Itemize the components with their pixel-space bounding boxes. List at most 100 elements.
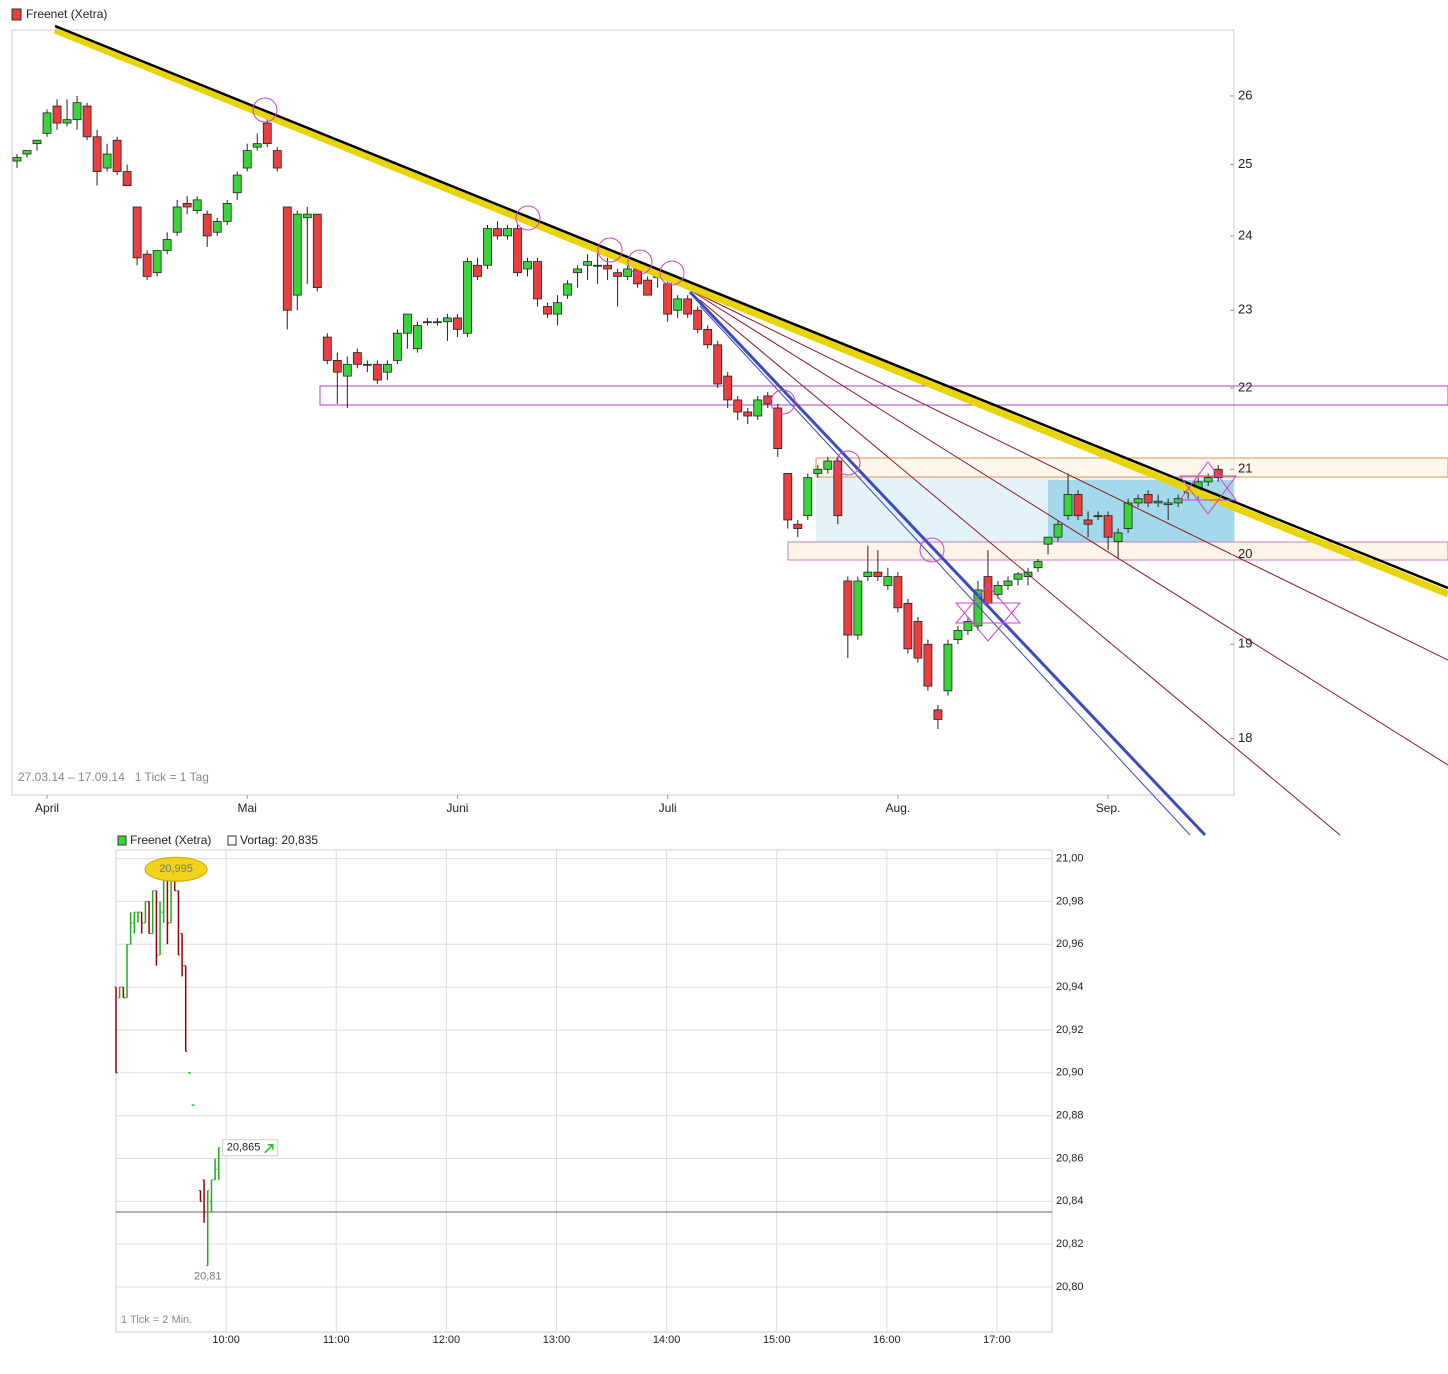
x-tick-label: 15:00	[763, 1334, 791, 1346]
candle-body	[743, 411, 753, 417]
candle-body	[382, 363, 392, 373]
candle-body	[342, 363, 352, 377]
trend-line	[679, 284, 1448, 661]
candle-body	[1113, 532, 1123, 542]
candle-body	[863, 571, 873, 577]
y-tick-label: 19	[1238, 636, 1252, 651]
x-tick-label: Juni	[446, 801, 468, 815]
candle-body	[973, 589, 983, 627]
bars	[114, 850, 1052, 1332]
candle-body	[643, 279, 653, 296]
x-tick-label: 12:00	[433, 1334, 461, 1346]
y-tick-label: 20,80	[1056, 1281, 1084, 1293]
x-tick-label: 10:00	[212, 1334, 240, 1346]
last-box	[222, 1139, 279, 1157]
y-tick-label: 21,00	[1056, 852, 1084, 864]
candle-body	[483, 228, 492, 266]
candle-body	[362, 363, 372, 366]
candle-body	[1213, 468, 1223, 479]
candle-body	[52, 105, 62, 124]
candle-body	[1003, 580, 1013, 586]
candle-body	[933, 709, 943, 720]
candle-body	[252, 143, 262, 148]
x-tick-label: Aug.	[886, 801, 911, 815]
candle-body	[813, 468, 823, 474]
candle-body	[1063, 494, 1073, 517]
candle-body	[142, 253, 152, 277]
candle-body	[1163, 502, 1173, 506]
marker-circle	[515, 205, 541, 231]
candle-body	[693, 309, 703, 330]
candle-body	[172, 206, 182, 233]
y-tick-label: 18	[1238, 730, 1252, 745]
candle-body	[132, 206, 142, 259]
candle-body	[513, 228, 522, 274]
candle-body	[332, 359, 342, 373]
candle-body	[182, 203, 192, 208]
candle-body	[1173, 498, 1183, 504]
prev-close-label: Vortag: 20,835	[240, 833, 318, 847]
candle-body	[493, 228, 502, 237]
x-tick-label: 13:00	[543, 1334, 571, 1346]
candle-body	[733, 399, 743, 413]
candle-body	[1043, 536, 1053, 545]
x-tick-label: 16:00	[873, 1334, 901, 1346]
y-tick-label: 20,84	[1056, 1195, 1084, 1207]
candle-body	[122, 171, 132, 187]
x-tick-label: 11:00	[323, 1334, 350, 1346]
candle-body	[272, 150, 282, 169]
candle-body	[623, 268, 633, 277]
candle-body	[723, 375, 733, 401]
candle-body	[843, 580, 853, 636]
plot-frame	[115, 849, 1053, 1333]
candle-body	[1053, 523, 1063, 538]
y-tick-label: 24	[1238, 227, 1252, 242]
marker-star	[1179, 461, 1237, 501]
candle-body	[232, 174, 242, 194]
marker-circle	[627, 249, 653, 275]
legend-swatch	[117, 835, 127, 846]
candle-body	[1073, 494, 1083, 517]
candle-body	[553, 302, 562, 315]
y-tick-label: 21	[1238, 461, 1252, 476]
candle-body	[683, 298, 693, 315]
drawing-layer	[53, 24, 1448, 837]
candle-body	[893, 576, 903, 609]
candle-body	[543, 306, 552, 315]
candle-body	[1153, 500, 1163, 504]
y-tick-label: 20,98	[1056, 895, 1084, 907]
y-tick-label: 20,86	[1056, 1152, 1084, 1164]
background-layer	[11, 29, 1448, 796]
candle-body	[913, 620, 923, 659]
candle-body	[453, 317, 462, 330]
candle-body	[102, 153, 112, 169]
candle-body	[563, 283, 572, 296]
candle-body	[613, 272, 622, 277]
candle-body	[12, 157, 22, 162]
candle-body	[32, 139, 42, 145]
candle-body	[423, 321, 432, 324]
candle-body	[503, 228, 512, 237]
candle-body	[1093, 515, 1103, 518]
trend-line	[699, 299, 1341, 836]
x-tick-label: April	[35, 801, 59, 815]
candle-body	[22, 150, 32, 155]
candle-body	[242, 150, 252, 169]
candle-body	[583, 261, 592, 266]
marker-circle	[659, 260, 685, 286]
candle-body	[1203, 477, 1213, 483]
candle-body	[1083, 519, 1093, 525]
candle-body	[402, 313, 412, 334]
candle-body	[823, 460, 833, 470]
candle-body	[112, 139, 122, 172]
x-tick-label: Juli	[659, 801, 677, 815]
high-marker	[144, 856, 208, 882]
candle-body	[673, 298, 683, 311]
candle-body	[302, 213, 312, 219]
x-tick-label: Sep.	[1096, 801, 1121, 815]
legend-label: Freenet (Xetra)	[26, 7, 107, 21]
candle-body	[573, 268, 582, 274]
candle-body	[443, 317, 452, 323]
y-tick-label: 20,90	[1056, 1067, 1084, 1079]
candle-body	[322, 336, 332, 361]
